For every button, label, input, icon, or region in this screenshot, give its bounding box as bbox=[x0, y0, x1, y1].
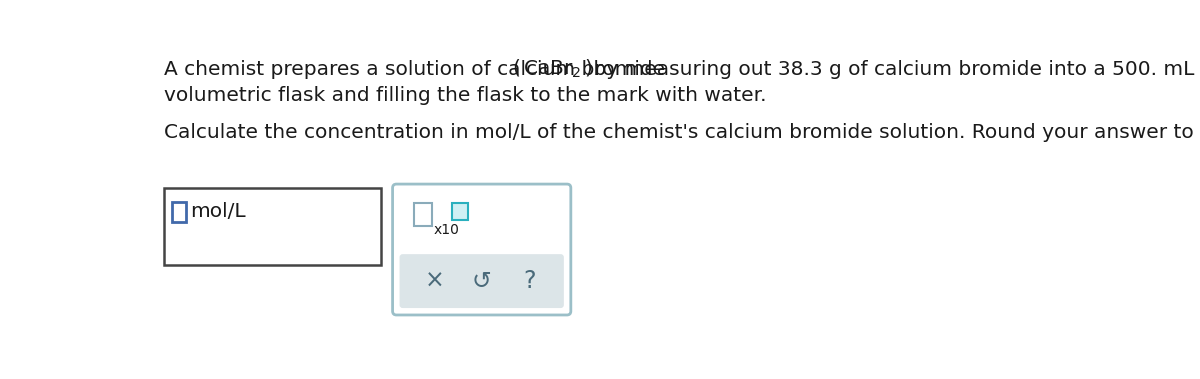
Bar bbox=[172, 202, 186, 222]
Text: ?: ? bbox=[523, 269, 535, 293]
Bar bbox=[164, 188, 380, 265]
Text: volumetric flask and filling the flask to the mark with water.: volumetric flask and filling the flask t… bbox=[164, 86, 767, 105]
Bar bbox=[414, 203, 432, 226]
FancyBboxPatch shape bbox=[392, 184, 571, 315]
Text: ×: × bbox=[425, 269, 444, 293]
Text: A chemist prepares a solution of calcium bromide: A chemist prepares a solution of calcium… bbox=[164, 60, 672, 79]
Text: by measuring out 38.3 g of calcium bromide into a 500. mL: by measuring out 38.3 g of calcium bromi… bbox=[587, 60, 1194, 79]
Text: $\left(\,\mathrm{CaBr_2}\,\right)$: $\left(\,\mathrm{CaBr_2}\,\right)$ bbox=[512, 58, 593, 80]
Text: ↺: ↺ bbox=[472, 269, 492, 293]
Text: x10: x10 bbox=[433, 223, 460, 237]
Text: Calculate the concentration in mol/L of the chemist's calcium bromide solution. : Calculate the concentration in mol/L of … bbox=[164, 123, 1200, 142]
Text: mol/L: mol/L bbox=[191, 202, 246, 221]
FancyBboxPatch shape bbox=[400, 254, 564, 308]
Bar bbox=[452, 203, 468, 220]
